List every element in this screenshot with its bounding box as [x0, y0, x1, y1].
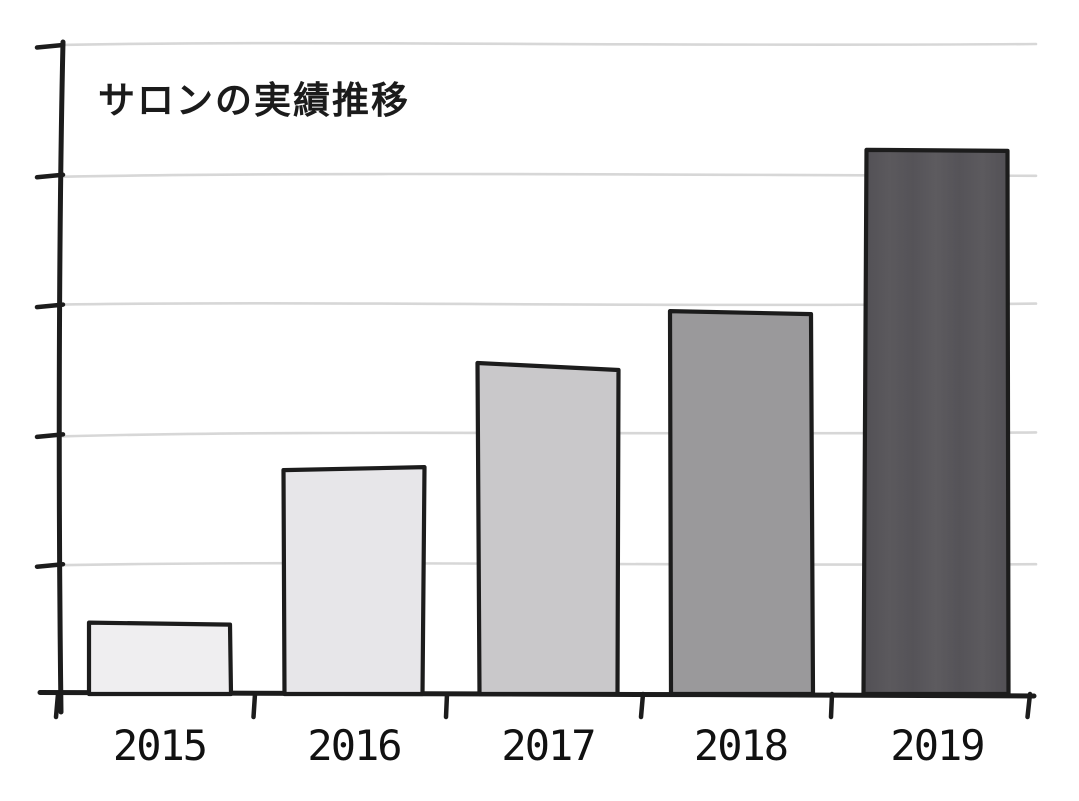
x-axis-tick [638, 691, 646, 720]
bar-2016 [281, 465, 427, 697]
y-axis [56, 39, 66, 715]
x-axis-tick [251, 691, 258, 720]
x-axis-tick [53, 691, 61, 720]
bar-2015 [86, 620, 234, 697]
chart-title: サロンの実績推移 [98, 79, 410, 122]
x-axis-label-2018: 2018 [694, 721, 787, 770]
y-axis-tick [34, 42, 66, 50]
x-axis-label-2016: 2016 [307, 721, 400, 770]
bar-2017 [475, 360, 621, 697]
x-axis-label-2017: 2017 [501, 721, 594, 770]
x-axis-tick [828, 691, 835, 720]
x-axis-tick [443, 691, 450, 720]
bar-2018 [667, 308, 816, 697]
gridline [58, 41, 1038, 47]
x-axis-label-2019: 2019 [890, 721, 983, 770]
x-axis-label-2015: 2015 [113, 721, 206, 770]
bar-2019 [861, 147, 1011, 697]
